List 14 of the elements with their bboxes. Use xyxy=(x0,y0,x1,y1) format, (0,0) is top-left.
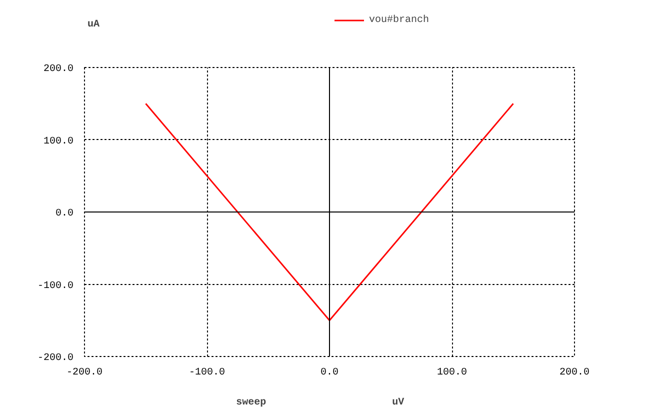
x-axis-title: sweep xyxy=(236,398,266,408)
y-tick-label: 100.0 xyxy=(43,136,74,148)
y-tick-label: 0.0 xyxy=(55,208,74,220)
x-tick-label: 0.0 xyxy=(320,368,339,378)
x-tick-label: 100.0 xyxy=(437,368,468,378)
y-axis-title: uA xyxy=(88,20,100,30)
x-tick-label: -200.0 xyxy=(66,368,103,378)
text: uV xyxy=(392,398,404,408)
x-tick-label: -100.0 xyxy=(188,368,226,378)
y-tick-label: -200.0 xyxy=(37,353,74,364)
y-tick-label: 200.0 xyxy=(43,64,74,75)
y-tick-label: -100.0 xyxy=(37,280,74,292)
legend-label: vou#branch xyxy=(369,14,430,26)
x-tick-label: 200.0 xyxy=(560,368,590,378)
